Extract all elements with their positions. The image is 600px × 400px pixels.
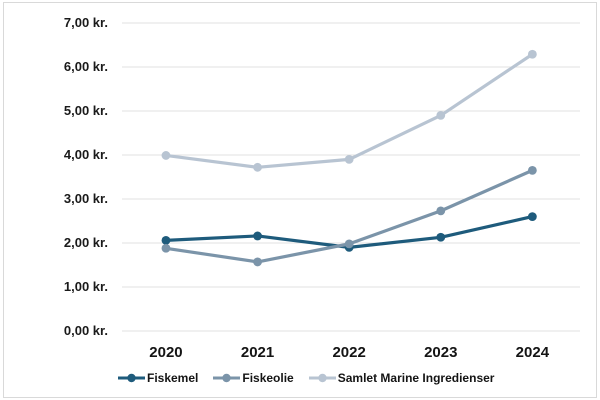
data-point-samlet-marine-ingredienser <box>527 49 537 59</box>
data-point-fiskeolie <box>344 239 354 249</box>
data-point-fiskeolie <box>253 257 262 267</box>
y-axis-tick-label: 0,00 kr. <box>63 323 108 338</box>
data-point-samlet-marine-ingredienser <box>253 162 262 172</box>
legend-label: Fiskemel <box>147 371 199 385</box>
x-axis-tick-label: 2021 <box>240 344 275 361</box>
x-axis-tick-label: 2023 <box>424 344 458 361</box>
y-axis-tick-label: 3,00 kr. <box>63 191 108 206</box>
data-point-fiskemel <box>253 231 262 241</box>
x-axis-tick-label: 2024 <box>515 344 550 361</box>
data-point-fiskeolie <box>527 166 537 175</box>
data-point-fiskeolie <box>161 243 171 253</box>
x-axis-tick-label: 2022 <box>332 344 366 361</box>
legend-label: Samlet Marine Ingredienser <box>337 371 495 385</box>
data-point-samlet-marine-ingredienser <box>344 155 354 164</box>
data-point-samlet-marine-ingredienser <box>436 111 446 120</box>
legend-marker-icon <box>308 373 336 383</box>
legend-marker-icon <box>213 373 241 383</box>
data-point-fiskemel <box>161 235 171 245</box>
legend-item-fiskemel: Fiskemel <box>118 371 198 385</box>
legend-label: Fiskeolie <box>242 371 294 385</box>
x-axis-tick-label: 2020 <box>149 344 183 361</box>
y-axis-tick-label: 7,00 kr. <box>63 15 108 30</box>
y-axis-tick-label: 6,00 kr. <box>63 59 108 74</box>
data-point-fiskemel <box>527 212 537 222</box>
legend-item-samlet-marine-ingredienser: Samlet Marine Ingredienser <box>308 371 495 385</box>
legend-item-fiskeolie: Fiskeolie <box>213 371 294 385</box>
y-axis-tick-label: 1,00 kr. <box>63 279 108 294</box>
data-point-fiskeolie <box>436 206 446 216</box>
legend: Fiskemel Fiskeolie Samlet Marine Ingredien… <box>118 371 494 385</box>
y-axis-tick-label: 5,00 kr. <box>63 103 108 118</box>
data-point-samlet-marine-ingredienser <box>161 151 171 160</box>
legend-marker-icon <box>118 373 145 383</box>
data-point-fiskemel <box>436 232 446 242</box>
y-axis-tick-label: 2,00 kr. <box>63 235 108 250</box>
y-axis-tick-label: 4,00 kr. <box>63 147 108 162</box>
